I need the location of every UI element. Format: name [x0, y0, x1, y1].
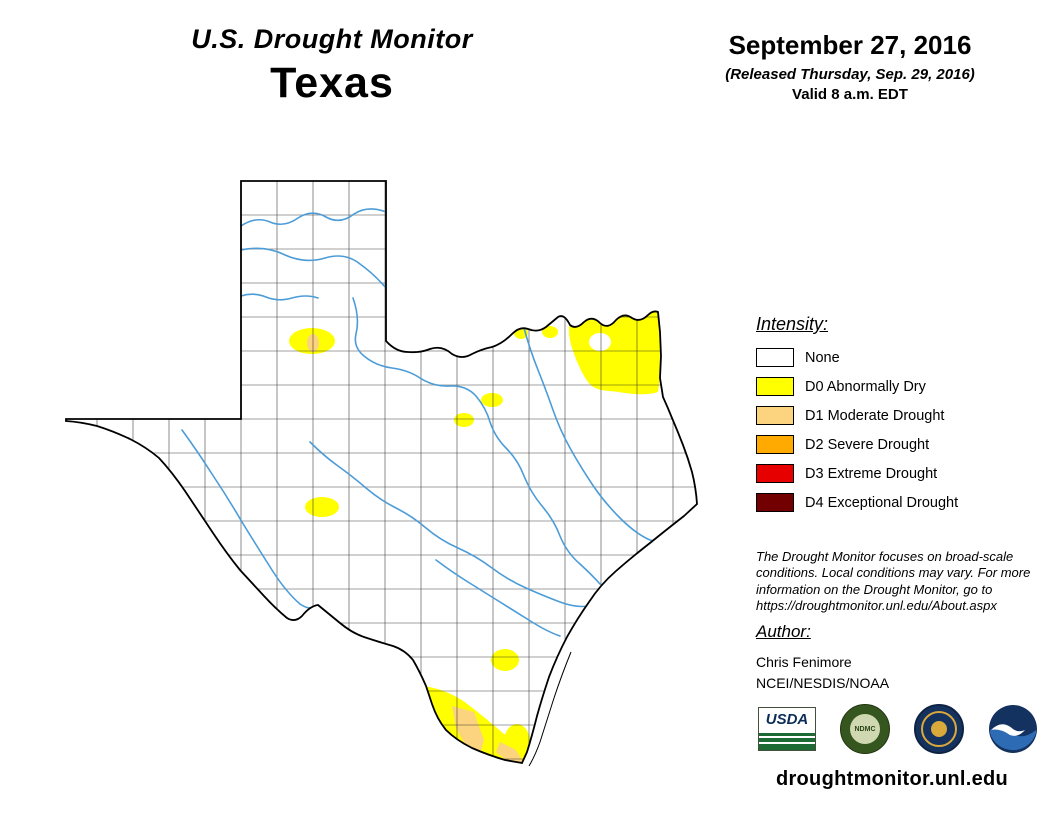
- legend-item: D3 Extreme Drought: [756, 464, 1040, 483]
- ndmc-logo-label: NDMC: [854, 725, 876, 733]
- legend-swatch: [756, 348, 794, 367]
- legend-item: D4 Exceptional Drought: [756, 493, 1040, 512]
- legend-item: D0 Abnormally Dry: [756, 377, 1040, 396]
- commerce-seal-center: [931, 721, 947, 737]
- legend-swatch: [756, 435, 794, 454]
- trinity-river: [523, 327, 665, 543]
- commerce-seal-icon: [914, 704, 964, 754]
- usda-logo-icon: USDA: [758, 707, 816, 751]
- barrier-island: [528, 651, 572, 767]
- disclaimer: The Drought Monitor focuses on broad-sca…: [756, 549, 1031, 613]
- commerce-seal-ring: [921, 711, 957, 747]
- colorado-river: [309, 441, 589, 608]
- legend-swatch: [756, 377, 794, 396]
- legend-label: None: [805, 349, 840, 366]
- map-date: September 27, 2016: [728, 30, 972, 60]
- legend-label: D1 Moderate Drought: [805, 407, 945, 424]
- region-title: Texas: [270, 59, 394, 107]
- brazos-river: [352, 297, 601, 585]
- texas-state-fill: [66, 181, 697, 763]
- red-river-fork: [240, 247, 387, 289]
- texas-drought-map: [0, 130, 745, 816]
- author-heading: Author:: [756, 622, 811, 641]
- legend-swatch: [756, 406, 794, 425]
- drought-none-gap: [589, 333, 611, 351]
- date-block: September 27, 2016 (Released Thursday, S…: [702, 30, 998, 103]
- noaa-logo-svg: [989, 705, 1037, 753]
- legend-label: D3 Extreme Drought: [805, 465, 938, 482]
- usda-logo-label: USDA: [765, 711, 809, 728]
- legend-label: D4 Exceptional Drought: [805, 494, 959, 511]
- legend-item: D1 Moderate Drought: [756, 406, 1040, 425]
- valid-time: Valid 8 a.m. EDT: [792, 86, 908, 103]
- legend-items: None D0 Abnormally Dry D1 Moderate Drought…: [756, 348, 1040, 512]
- guadalupe-river: [435, 559, 561, 637]
- author-org: NCEI/NESDIS/NOAA: [756, 675, 890, 691]
- footer-url: droughtmonitor.unl.edu: [775, 768, 1009, 790]
- ndmc-logo-icon: NDMC: [840, 704, 890, 754]
- legend-title: Intensity:: [756, 314, 829, 334]
- title-block: U.S. Drought Monitor Texas: [140, 24, 524, 108]
- legend-label: D2 Severe Drought: [805, 436, 930, 453]
- red-river-fork-2: [240, 293, 319, 301]
- ndmc-logo-inner: NDMC: [850, 714, 880, 744]
- author-name: Chris Fenimore: [756, 654, 852, 670]
- legend-label: D0 Abnormally Dry: [805, 378, 926, 395]
- legend-item: D2 Severe Drought: [756, 435, 1040, 454]
- legend-swatch: [756, 493, 794, 512]
- legend-swatch: [756, 464, 794, 483]
- author-block: Author: Chris Fenimore NCEI/NESDIS/NOAA: [756, 622, 889, 694]
- agency-logos: USDA NDMC: [758, 704, 1038, 754]
- pecos-river: [181, 429, 319, 609]
- map-svg: [65, 180, 698, 767]
- canadian-river: [240, 208, 387, 227]
- legend: Intensity: None D0 Abnormally Dry D1 Moder…: [756, 314, 1040, 522]
- legend-item: None: [756, 348, 1040, 367]
- rivers: [181, 208, 665, 637]
- usda-logo-stripes: [759, 733, 815, 750]
- release-date: (Released Thursday, Sep. 29, 2016): [725, 66, 975, 83]
- noaa-logo-icon: [988, 704, 1038, 754]
- monitor-title: U.S. Drought Monitor: [191, 24, 473, 54]
- texas-outline: [65, 180, 698, 765]
